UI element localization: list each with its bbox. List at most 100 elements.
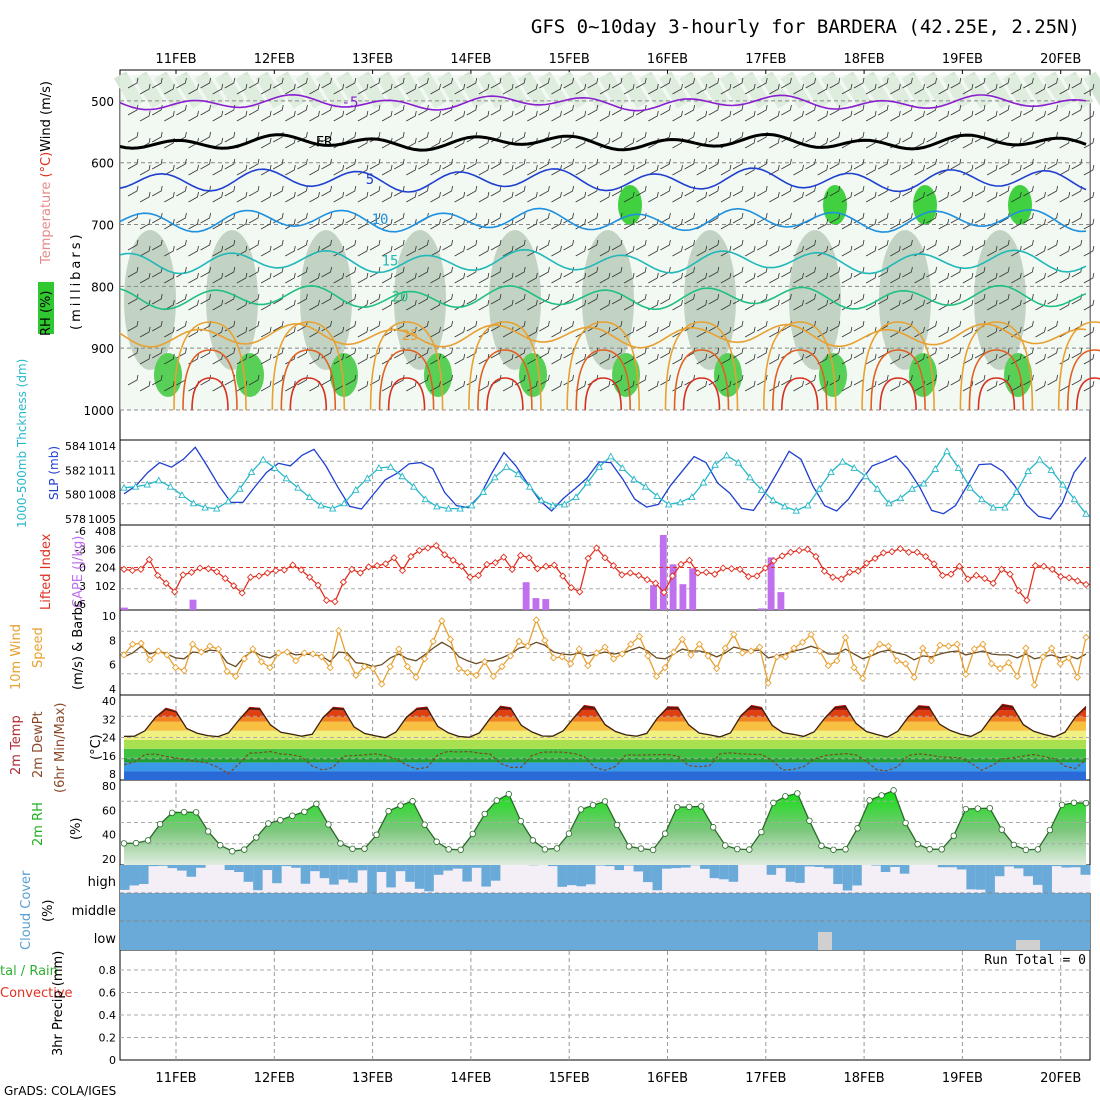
lifted-index-marker [154,571,162,580]
wind-barb [914,299,925,311]
wind-barb [575,272,587,284]
lifted-index-marker [170,588,179,596]
temp-contour-label: 20 [392,289,409,305]
cape-bar [189,599,197,610]
wind-speed-marker [463,668,472,677]
thickness-line [123,450,1087,515]
cloud-high-bar [262,865,273,871]
cloud-high-bar [319,865,330,879]
rh-shade-blob [823,185,847,225]
wind-barb [684,77,695,89]
wind-barb [708,266,720,278]
cloud-high-bar [272,865,283,884]
temp-band [120,694,1090,703]
wind-barb [587,212,599,224]
lifted-index-marker [221,574,229,583]
wind-barb [442,374,453,386]
tick-label-left: 20 [102,853,116,866]
wind-speed-marker [798,638,807,646]
tick-label-right: -3 [75,543,86,556]
wind-barb [381,164,393,176]
lifted-index-marker [702,568,710,577]
wind-barb [636,77,647,89]
wind-barb [333,110,345,122]
wind-barb [139,353,151,365]
wind-barb [430,245,441,257]
cloud-high-clear [681,865,692,893]
wind-barb [273,266,284,278]
wind-barb [805,104,816,116]
cloud-high-bar [139,865,150,885]
rh-marker [156,820,164,828]
lifted-index-marker [204,565,213,573]
wind-barb [999,131,1010,143]
wind-barb [720,299,732,311]
wind-barb [248,77,260,89]
wind-barb [321,266,332,278]
wind-barb [599,110,611,122]
wind-barb [1035,191,1046,203]
wind-barb [285,245,296,257]
surface-temp-arch [763,321,837,411]
lifted-index-marker [466,573,474,581]
wind-barb [345,374,357,386]
cloud-high-bar [681,865,692,868]
wind-barb [793,83,804,95]
wind-barb [999,266,1010,278]
rh-marker [397,802,404,809]
wind-barb [902,131,913,143]
thickness-marker [722,451,731,459]
wind-speed-marker [300,649,309,657]
wind-barb [708,347,720,359]
wind-barb [1023,185,1034,197]
wind-barb [781,212,792,224]
rh-area [124,790,1086,865]
ylabel-cape: CAPE (J/kg) [71,536,86,608]
lifted-index-marker [592,544,601,552]
rh-marker [770,799,777,807]
rh-marker [505,790,512,798]
wind-barb [1011,353,1022,365]
wind-barb [817,272,829,284]
cloud-high-clear [234,865,245,893]
rh-marker [854,825,861,832]
lifted-index-marker [753,572,761,580]
cloud-high-clear [747,865,758,893]
lifted-index-marker [660,588,668,597]
wind-barb [829,77,841,89]
wind-barb [357,83,369,95]
cloud-high-clear [937,865,948,893]
wind-barb [333,164,345,176]
wind-barb [188,218,199,230]
rh-marker [722,842,729,849]
wind-barb [999,293,1010,305]
wind-barb [829,347,841,359]
lifted-index-marker [162,579,170,587]
wind-barb [176,104,187,116]
chart-title: GFS 0~10day 3-hourly for BARDERA (42.25E… [531,16,1080,38]
cloud-high-clear [633,865,644,893]
wind-barb [587,77,599,89]
thickness-marker [537,496,546,504]
cape-bar [532,598,540,610]
wind-barb [502,326,514,338]
wind-barb [176,320,187,332]
wind-barb [515,185,526,197]
wind-barb [200,374,211,386]
cape-bar [757,608,765,610]
lifted-index-marker [854,567,862,575]
wind-barb [394,212,405,224]
wind-barb [829,320,841,332]
wind-barb [321,293,332,305]
wind-barb [357,110,369,122]
rh-marker [192,809,200,816]
rh-marker [710,824,717,831]
thickness-marker [664,500,673,508]
thickness-marker [1047,466,1055,473]
temp-band [124,771,1086,780]
wind-barb [1047,374,1058,386]
wind-speed-marker [670,648,678,656]
wind-barb [297,374,308,386]
lifted-index-marker [955,562,964,570]
